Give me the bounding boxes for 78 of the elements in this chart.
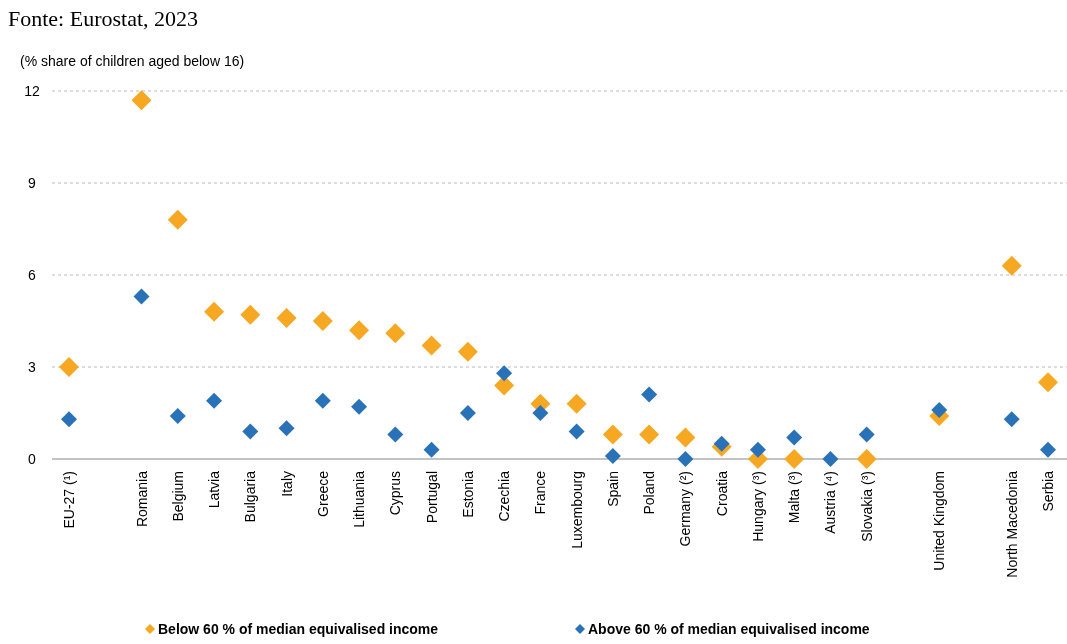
point	[602, 424, 623, 445]
point	[351, 398, 368, 415]
point	[167, 209, 188, 230]
point	[856, 449, 877, 469]
point	[784, 449, 805, 469]
point	[421, 335, 442, 356]
x-tick-label: Romania	[133, 470, 150, 528]
point	[1003, 411, 1020, 428]
point	[276, 307, 297, 328]
y-axis-title: (% share of children aged below 16)	[20, 53, 245, 69]
point	[278, 420, 295, 437]
point	[532, 405, 549, 421]
y-tick-label: 9	[28, 175, 37, 191]
point	[349, 320, 370, 341]
x-tick-label: United Kingdom	[931, 471, 948, 571]
x-tick-label: Hungary (³)	[749, 471, 766, 542]
point	[457, 341, 478, 362]
point	[749, 441, 766, 458]
point	[677, 451, 694, 467]
point	[1038, 372, 1058, 393]
y-tick-label: 6	[28, 267, 37, 283]
point	[459, 405, 476, 421]
source-note: Fonte: Eurostat, 2023	[8, 6, 199, 31]
point	[242, 423, 259, 440]
x-tick-label: Poland	[641, 471, 658, 515]
point	[206, 392, 223, 409]
legend-label: Above 60 % of median equivalised income	[588, 621, 870, 637]
point	[568, 423, 585, 440]
x-tick-label: Cyprus	[387, 471, 404, 516]
point	[61, 411, 77, 428]
x-tick-label: Latvia	[206, 470, 223, 509]
x-tick-label: Italy	[278, 471, 295, 497]
x-tick-label: Portugal	[423, 471, 440, 524]
point	[204, 301, 225, 322]
point	[604, 447, 621, 464]
point	[641, 386, 658, 403]
x-tick-label: Spain	[604, 471, 621, 507]
y-tick-label: 12	[24, 83, 40, 99]
point	[314, 392, 331, 409]
point	[496, 365, 513, 382]
point	[639, 424, 660, 445]
point	[786, 429, 803, 446]
x-tick-label: Malta (³)	[786, 471, 803, 524]
x-tick-label: Lithuania	[351, 470, 368, 528]
point	[387, 426, 404, 443]
point	[675, 427, 696, 448]
x-tick-label: Estonia	[459, 470, 476, 518]
legend-label: Below 60 % of median equivalised income	[158, 621, 439, 637]
point	[566, 393, 587, 414]
point	[240, 304, 261, 325]
x-tick-label: Germany (²)	[677, 471, 694, 547]
point	[1001, 255, 1022, 276]
x-tick-label: North Macedonia	[1003, 470, 1020, 578]
y-tick-label: 0	[28, 451, 37, 467]
x-tick-label: Croatia	[713, 470, 730, 517]
point	[822, 451, 839, 467]
point	[858, 426, 875, 443]
point	[385, 323, 406, 344]
point	[713, 435, 730, 452]
x-tick-label: Luxembourg	[568, 471, 585, 549]
x-tick-label: Greece	[314, 470, 331, 517]
x-tick-label: Austria (⁴)	[822, 471, 839, 534]
y-tick-label: 3	[28, 359, 37, 375]
point	[423, 441, 440, 458]
x-tick-label: Belgium	[169, 471, 186, 522]
point	[59, 357, 79, 377]
x-tick-label: Bulgaria	[242, 470, 259, 523]
point	[131, 90, 152, 111]
x-tick-label: France	[532, 470, 549, 515]
x-tick-label: Slovakia (³)	[858, 471, 875, 542]
x-tick-label: Czechia	[496, 470, 513, 522]
point	[1040, 441, 1056, 458]
point	[312, 311, 333, 331]
point	[169, 408, 186, 425]
point	[133, 288, 150, 305]
point	[931, 401, 948, 418]
x-tick-label: Serbia	[1040, 470, 1056, 512]
x-tick-label: EU-27 (¹)	[61, 471, 77, 529]
